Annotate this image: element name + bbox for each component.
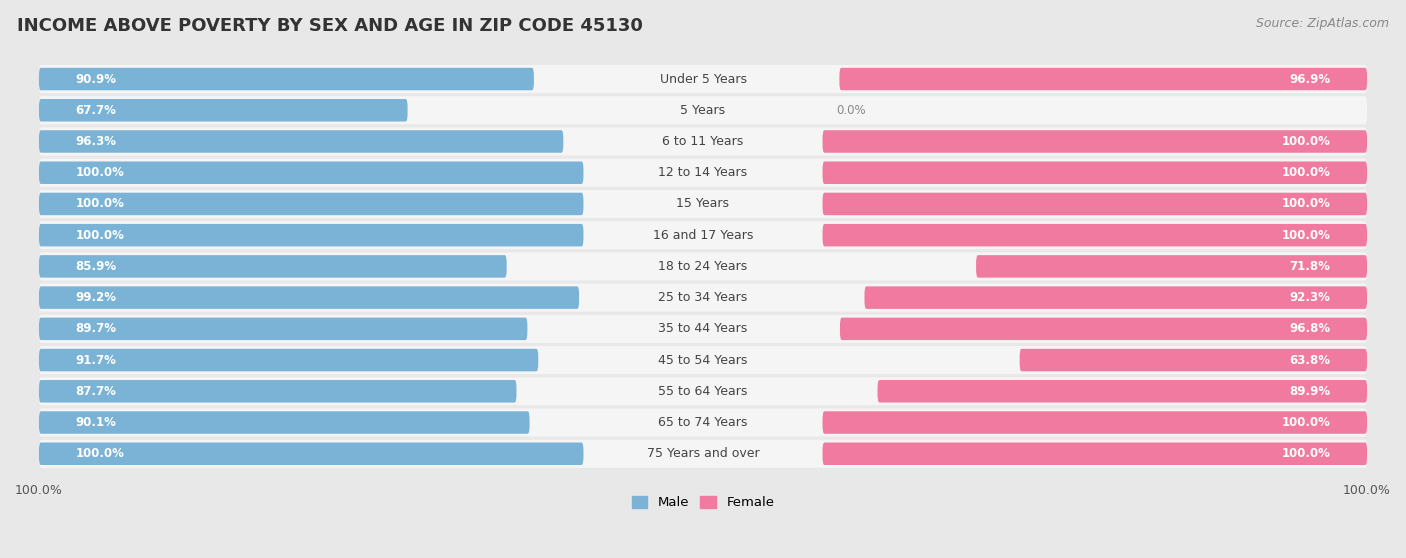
Text: 100.0%: 100.0%	[1282, 135, 1330, 148]
FancyBboxPatch shape	[39, 346, 1367, 374]
Text: 100.0%: 100.0%	[76, 448, 124, 460]
Text: 87.7%: 87.7%	[76, 385, 117, 398]
Text: 71.8%: 71.8%	[1289, 260, 1330, 273]
FancyBboxPatch shape	[39, 286, 579, 309]
Text: 100.0%: 100.0%	[76, 198, 124, 210]
Text: 5 Years: 5 Years	[681, 104, 725, 117]
Text: 91.7%: 91.7%	[76, 354, 117, 367]
FancyBboxPatch shape	[39, 190, 1367, 218]
Text: 85.9%: 85.9%	[76, 260, 117, 273]
Text: 96.8%: 96.8%	[1289, 323, 1330, 335]
FancyBboxPatch shape	[39, 380, 516, 402]
FancyBboxPatch shape	[39, 349, 538, 371]
FancyBboxPatch shape	[39, 252, 1367, 281]
FancyBboxPatch shape	[877, 380, 1367, 402]
Text: 96.9%: 96.9%	[1289, 73, 1330, 85]
FancyBboxPatch shape	[39, 255, 506, 278]
FancyBboxPatch shape	[823, 130, 1367, 153]
Text: 55 to 64 Years: 55 to 64 Years	[658, 385, 748, 398]
Text: Under 5 Years: Under 5 Years	[659, 73, 747, 85]
Text: 67.7%: 67.7%	[76, 104, 117, 117]
Text: 100.0%: 100.0%	[1282, 166, 1330, 179]
FancyBboxPatch shape	[39, 193, 583, 215]
FancyBboxPatch shape	[1019, 349, 1367, 371]
FancyBboxPatch shape	[39, 68, 534, 90]
FancyBboxPatch shape	[39, 65, 1367, 93]
Text: 99.2%: 99.2%	[76, 291, 117, 304]
FancyBboxPatch shape	[39, 440, 1367, 468]
Text: 100.0%: 100.0%	[1282, 416, 1330, 429]
Text: 35 to 44 Years: 35 to 44 Years	[658, 323, 748, 335]
FancyBboxPatch shape	[839, 318, 1367, 340]
Text: 92.3%: 92.3%	[1289, 291, 1330, 304]
FancyBboxPatch shape	[823, 411, 1367, 434]
FancyBboxPatch shape	[39, 411, 530, 434]
FancyBboxPatch shape	[39, 158, 1367, 187]
Text: INCOME ABOVE POVERTY BY SEX AND AGE IN ZIP CODE 45130: INCOME ABOVE POVERTY BY SEX AND AGE IN Z…	[17, 17, 643, 35]
Text: 12 to 14 Years: 12 to 14 Years	[658, 166, 748, 179]
FancyBboxPatch shape	[39, 161, 583, 184]
Text: 6 to 11 Years: 6 to 11 Years	[662, 135, 744, 148]
FancyBboxPatch shape	[823, 442, 1367, 465]
Text: 65 to 74 Years: 65 to 74 Years	[658, 416, 748, 429]
FancyBboxPatch shape	[39, 408, 1367, 436]
FancyBboxPatch shape	[823, 161, 1367, 184]
FancyBboxPatch shape	[823, 193, 1367, 215]
Text: 45 to 54 Years: 45 to 54 Years	[658, 354, 748, 367]
Text: 90.1%: 90.1%	[76, 416, 117, 429]
Text: 100.0%: 100.0%	[1282, 198, 1330, 210]
FancyBboxPatch shape	[39, 442, 583, 465]
Text: 0.0%: 0.0%	[835, 104, 866, 117]
Text: 89.7%: 89.7%	[76, 323, 117, 335]
FancyBboxPatch shape	[39, 130, 564, 153]
Text: 63.8%: 63.8%	[1289, 354, 1330, 367]
Text: 15 Years: 15 Years	[676, 198, 730, 210]
Text: 100.0%: 100.0%	[1282, 229, 1330, 242]
Text: 100.0%: 100.0%	[76, 166, 124, 179]
FancyBboxPatch shape	[39, 221, 1367, 249]
FancyBboxPatch shape	[39, 283, 1367, 312]
FancyBboxPatch shape	[839, 68, 1367, 90]
Text: 100.0%: 100.0%	[76, 229, 124, 242]
FancyBboxPatch shape	[39, 224, 583, 247]
FancyBboxPatch shape	[39, 99, 408, 122]
Text: 90.9%: 90.9%	[76, 73, 117, 85]
FancyBboxPatch shape	[39, 315, 1367, 343]
Text: 16 and 17 Years: 16 and 17 Years	[652, 229, 754, 242]
FancyBboxPatch shape	[39, 377, 1367, 405]
FancyBboxPatch shape	[39, 96, 1367, 124]
Text: 96.3%: 96.3%	[76, 135, 117, 148]
FancyBboxPatch shape	[865, 286, 1367, 309]
Text: 100.0%: 100.0%	[1282, 448, 1330, 460]
Text: 25 to 34 Years: 25 to 34 Years	[658, 291, 748, 304]
FancyBboxPatch shape	[823, 224, 1367, 247]
Legend: Male, Female: Male, Female	[626, 490, 780, 514]
Text: 18 to 24 Years: 18 to 24 Years	[658, 260, 748, 273]
Text: 89.9%: 89.9%	[1289, 385, 1330, 398]
FancyBboxPatch shape	[39, 127, 1367, 156]
Text: 75 Years and over: 75 Years and over	[647, 448, 759, 460]
FancyBboxPatch shape	[39, 318, 527, 340]
FancyBboxPatch shape	[976, 255, 1367, 278]
Text: Source: ZipAtlas.com: Source: ZipAtlas.com	[1256, 17, 1389, 30]
